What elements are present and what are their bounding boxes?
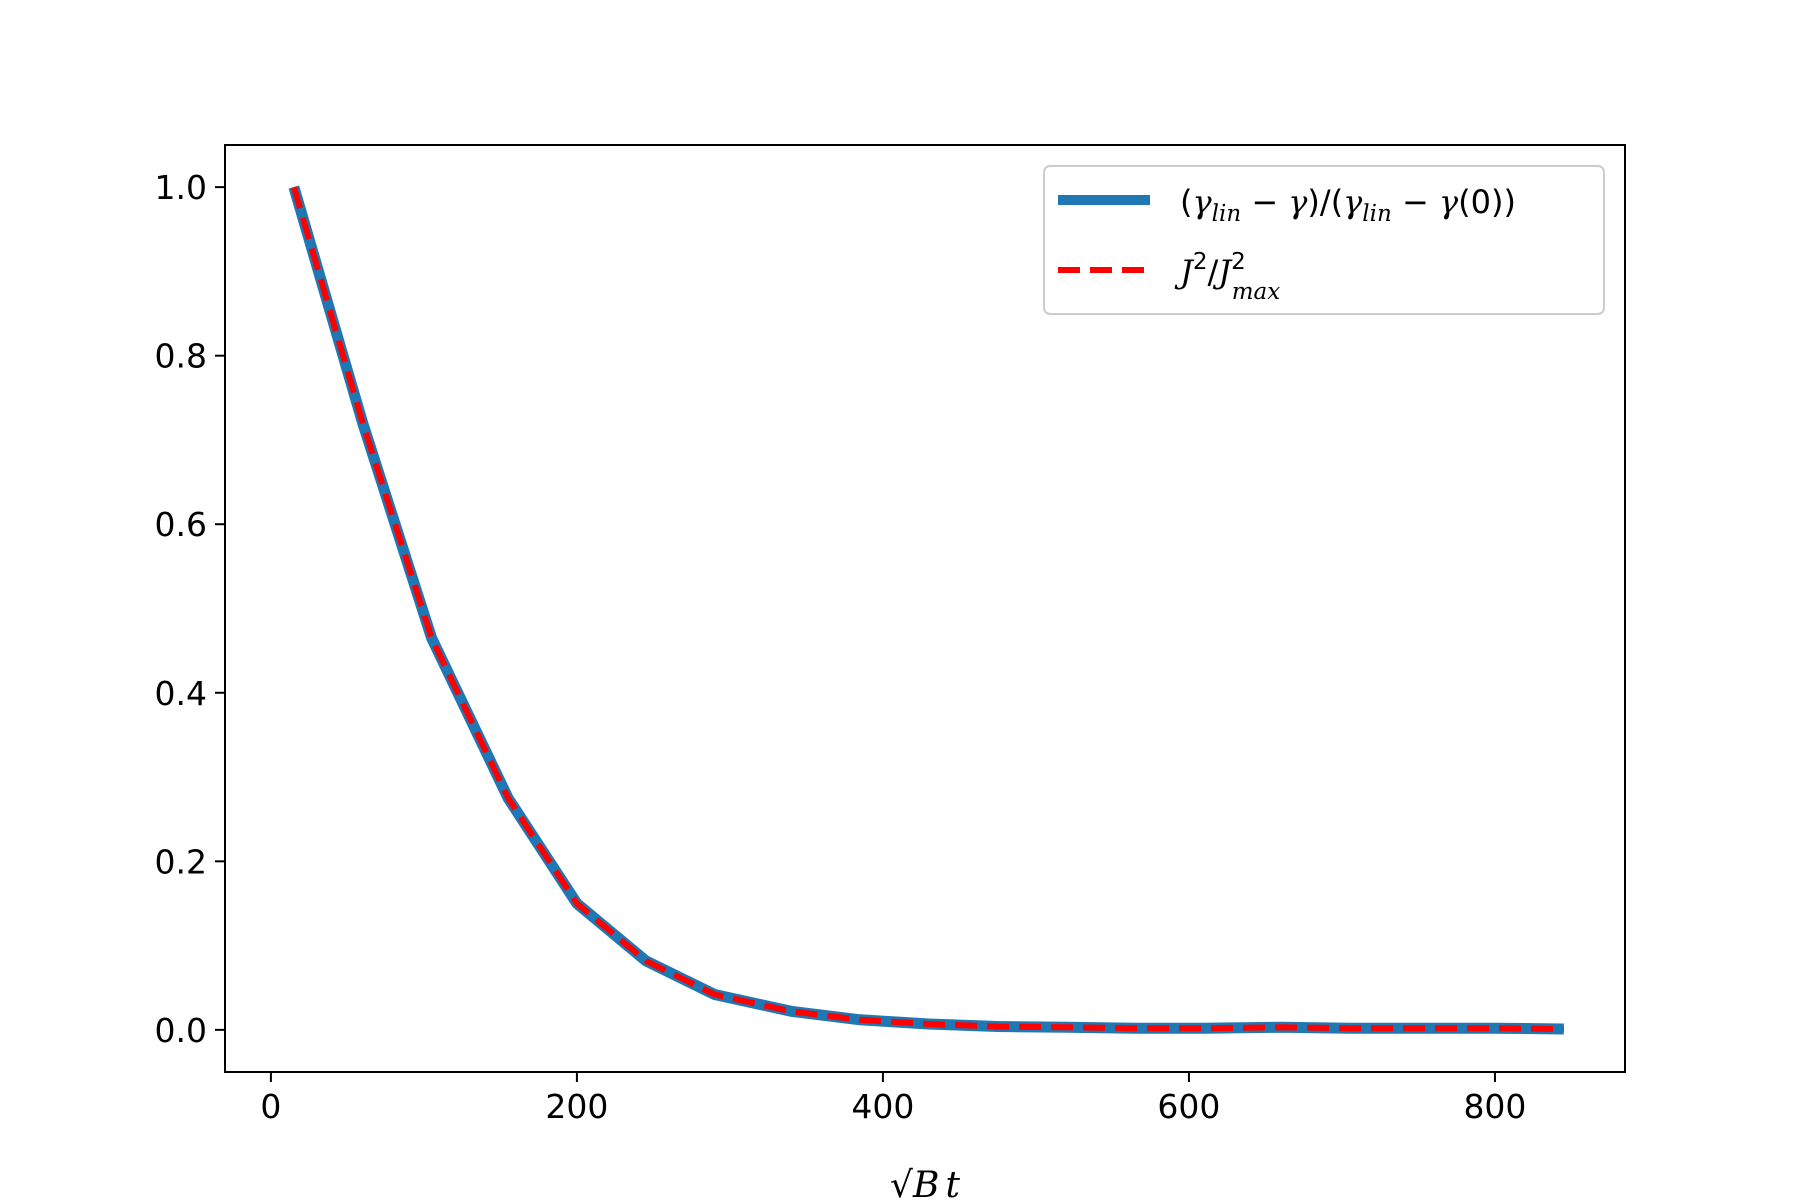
series-layer (288, 185, 1564, 1035)
x-label-t: t (945, 1165, 960, 1200)
x-tick-label: 200 (545, 1087, 608, 1126)
sqrt-symbol: √ (890, 1165, 913, 1200)
legend-label-series-1: (γlin − γ)/(γlin − γ(0)) (1180, 183, 1516, 227)
series-line-2 (291, 186, 1564, 1032)
y-tick-label: 0.2 (155, 842, 207, 881)
y-tick-label: 0.4 (155, 674, 207, 713)
x-tick-label: 800 (1463, 1087, 1526, 1126)
x-tick-label: 400 (851, 1087, 914, 1126)
x-axis-label: √B t (890, 1165, 960, 1200)
y-tick-label: 1.0 (155, 168, 207, 207)
plot-area (224, 144, 1626, 1073)
axes-frame (224, 144, 1626, 1073)
y-axis: 0.0 0.2 0.4 0.6 0.8 1.0 (155, 168, 225, 1050)
y-tick-label: 0.8 (155, 337, 207, 376)
y-tick-label: 0.0 (155, 1011, 207, 1050)
legend-label-series-2: J2/J2 max (1174, 249, 1280, 305)
legend-box (1043, 165, 1605, 315)
x-tick-label: 600 (1157, 1087, 1220, 1126)
x-label-b: B (912, 1165, 939, 1200)
x-tick-label: 0 (260, 1087, 281, 1126)
x-axis: 0 200 400 600 800 (260, 1072, 1526, 1126)
legend: (γlin − γ)/(γlin − γ(0)) J2/J2 max (1043, 165, 1605, 315)
y-tick-label: 0.6 (155, 505, 207, 544)
